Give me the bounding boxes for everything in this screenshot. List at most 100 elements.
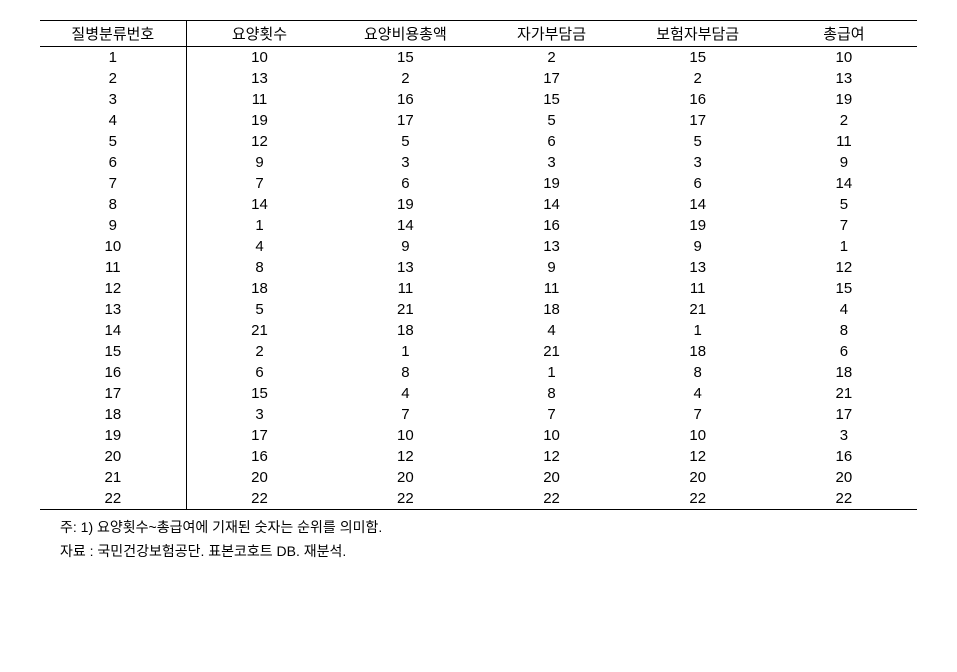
table-cell: 4 [332, 383, 478, 404]
table-cell: 7 [478, 404, 624, 425]
note-line: 주: 1) 요양횟수~총급여에 기재된 숫자는 순위를 의미함. [60, 516, 917, 540]
table-cell: 3 [771, 425, 917, 446]
table-cell: 11 [625, 278, 771, 299]
table-cell: 22 [186, 488, 332, 510]
table-cell: 1 [478, 362, 624, 383]
table-cell: 6 [40, 152, 186, 173]
table-cell: 13 [625, 257, 771, 278]
table-cell: 8 [625, 362, 771, 383]
table-cell: 6 [186, 362, 332, 383]
table-row: 77619614 [40, 173, 917, 194]
table-cell: 4 [478, 320, 624, 341]
table-cell: 21 [332, 299, 478, 320]
table-cell: 11 [478, 278, 624, 299]
table-cell: 14 [40, 320, 186, 341]
table-cell: 3 [186, 404, 332, 425]
table-cell: 14 [625, 194, 771, 215]
table-cell: 22 [625, 488, 771, 510]
table-cell: 10 [478, 425, 624, 446]
table-cell: 9 [478, 257, 624, 278]
table-cell: 21 [40, 467, 186, 488]
table-cell: 2 [478, 47, 624, 69]
table-cell: 13 [478, 236, 624, 257]
table-cell: 13 [332, 257, 478, 278]
table-cell: 19 [40, 425, 186, 446]
table-row: 419175172 [40, 110, 917, 131]
table-cell: 2 [625, 68, 771, 89]
table-cell: 6 [478, 131, 624, 152]
table-cell: 1 [40, 47, 186, 69]
col-header: 자가부담금 [478, 21, 624, 47]
table-cell: 17 [332, 110, 478, 131]
table-cell: 21 [771, 383, 917, 404]
table-cell: 17 [771, 404, 917, 425]
table-cell: 16 [478, 215, 624, 236]
table-row: 121811111115 [40, 278, 917, 299]
table-cell: 7 [40, 173, 186, 194]
table-cell: 14 [186, 194, 332, 215]
table-cell: 18 [40, 404, 186, 425]
table-cell: 2 [186, 341, 332, 362]
data-table: 질병분류번호 요양횟수 요양비용총액 자가부담금 보험자부담금 총급여 1101… [40, 20, 917, 510]
table-cell: 22 [40, 488, 186, 510]
table-cell: 9 [186, 152, 332, 173]
table-cell: 10 [186, 47, 332, 69]
table-cell: 10 [332, 425, 478, 446]
table-cell: 8 [478, 383, 624, 404]
table-cell: 13 [186, 68, 332, 89]
table-row: 18377717 [40, 404, 917, 425]
table-cell: 12 [332, 446, 478, 467]
table-cell: 13 [771, 68, 917, 89]
table-row: 16681818 [40, 362, 917, 383]
table-cell: 12 [40, 278, 186, 299]
table-row: 10491391 [40, 236, 917, 257]
table-cell: 15 [40, 341, 186, 362]
table-cell: 18 [771, 362, 917, 383]
table-cell: 12 [771, 257, 917, 278]
table-cell: 10 [40, 236, 186, 257]
table-cell: 8 [40, 194, 186, 215]
table-cell: 5 [332, 131, 478, 152]
table-cell: 15 [332, 47, 478, 69]
table-cell: 1 [771, 236, 917, 257]
table-row: 51256511 [40, 131, 917, 152]
table-row: 222222222222 [40, 488, 917, 510]
table-row: 911416197 [40, 215, 917, 236]
table-cell: 8 [186, 257, 332, 278]
table-cell: 6 [771, 341, 917, 362]
table-cell: 19 [186, 110, 332, 131]
table-cell: 3 [332, 152, 478, 173]
table-cell: 18 [625, 341, 771, 362]
table-cell: 15 [478, 89, 624, 110]
table-cell: 9 [332, 236, 478, 257]
table-row: 1352118214 [40, 299, 917, 320]
table-cell: 5 [40, 131, 186, 152]
note-line: 자료 : 국민건강보험공단. 표본코호트 DB. 재분석. [60, 540, 917, 564]
table-cell: 16 [186, 446, 332, 467]
table-cell: 21 [186, 320, 332, 341]
table-row: 1101521510 [40, 47, 917, 69]
table-cell: 12 [478, 446, 624, 467]
table-row: 693339 [40, 152, 917, 173]
table-cell: 14 [478, 194, 624, 215]
table-cell: 4 [40, 110, 186, 131]
table-cell: 10 [771, 47, 917, 69]
table-cell: 19 [771, 89, 917, 110]
table-cell: 10 [625, 425, 771, 446]
table-cell: 19 [332, 194, 478, 215]
table-cell: 3 [478, 152, 624, 173]
table-cell: 12 [625, 446, 771, 467]
table-cell: 5 [771, 194, 917, 215]
table-cell: 1 [186, 215, 332, 236]
table-cell: 11 [186, 89, 332, 110]
table-cell: 18 [478, 299, 624, 320]
table-cell: 2 [40, 68, 186, 89]
table-header-row: 질병분류번호 요양횟수 요양비용총액 자가부담금 보험자부담금 총급여 [40, 21, 917, 47]
table-cell: 20 [771, 467, 917, 488]
table-row: 31116151619 [40, 89, 917, 110]
table-row: 19171010103 [40, 425, 917, 446]
table-cell: 22 [332, 488, 478, 510]
table-cell: 19 [478, 173, 624, 194]
table-cell: 20 [478, 467, 624, 488]
table-cell: 5 [625, 131, 771, 152]
